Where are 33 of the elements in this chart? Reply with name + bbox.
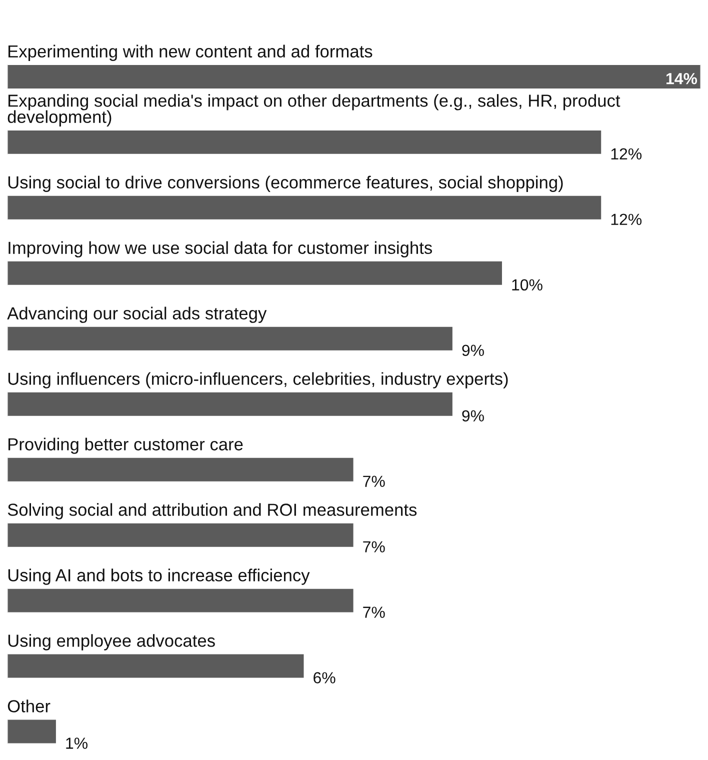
bar xyxy=(7,260,504,286)
y-tick-label: Using social to drive conversions (ecommerce features, social shopping) xyxy=(8,176,563,192)
data-label: 12% xyxy=(611,148,642,160)
data-label: 10% xyxy=(512,279,542,291)
data-label: 7% xyxy=(363,476,385,487)
y-tick-label: Experimenting with new content and ad formats xyxy=(8,44,372,61)
data-label: 6% xyxy=(314,672,336,684)
bar xyxy=(7,522,355,548)
data-label: 7% xyxy=(363,606,385,618)
data-label: 9% xyxy=(462,344,484,356)
bar xyxy=(7,587,355,614)
bar xyxy=(7,64,701,90)
data-label: 12% xyxy=(611,214,642,225)
y-tick-label: Using AI and bots to increase efficiency xyxy=(8,568,310,585)
bar xyxy=(7,456,355,483)
y-tick-label: Advancing our social ads strategy xyxy=(7,306,267,323)
bar xyxy=(7,326,454,352)
y-tick-label: Providing better customer care xyxy=(8,438,243,454)
y-tick-label: Improving how we use social data for customer insights xyxy=(8,241,432,258)
bar xyxy=(7,652,306,680)
bar xyxy=(7,390,454,418)
bar xyxy=(7,194,602,221)
y-tick-label: Using employee advocates xyxy=(8,634,215,650)
y-tick-label: Expanding social media's impact on other departments (e.g., sales, HR, product development) xyxy=(8,94,620,126)
y-tick-label: Using influencers (micro-influencers, celebrities, industry experts) xyxy=(8,372,508,388)
data-label: 1% xyxy=(66,738,88,749)
y-tick-label: Solving social and attribution and ROI measurements xyxy=(8,503,417,520)
data-label: 9% xyxy=(462,410,484,422)
bar xyxy=(7,718,58,745)
data-label: 14% xyxy=(666,72,698,84)
data-label: 7% xyxy=(363,541,385,552)
y-tick-label: Other xyxy=(8,700,50,712)
bar xyxy=(7,129,602,156)
